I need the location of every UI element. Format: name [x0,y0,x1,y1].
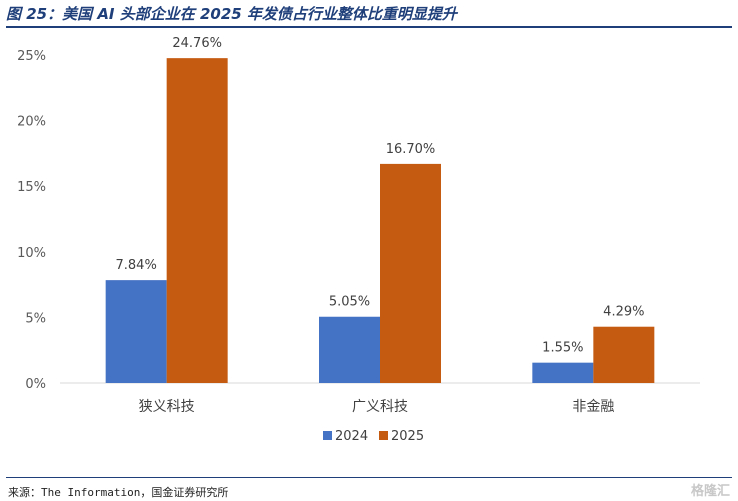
bar-2024-2 [532,362,594,383]
source-bar: 来源：The Information，国金证券研究所 [6,477,732,499]
legend-label: 2024 [335,429,368,444]
legend-swatch-2024 [323,431,332,440]
data-label: 1.55% [542,341,583,356]
legend-label: 2025 [391,429,424,444]
data-label: 5.05% [329,295,370,310]
y-tick-label: 5% [25,311,46,326]
bar-2024-1 [319,316,380,383]
bar-2024-0 [105,280,167,383]
figure-title: 图 25：美国 AI 头部企业在 2025 年发债占行业整体比重明显提升 [6,5,457,23]
y-tick-label: 0% [25,377,46,392]
data-label: 4.29% [603,305,644,320]
legend-swatch-2025 [379,431,388,440]
data-label: 16.70% [386,142,436,157]
x-tick-label: 狭义科技 [139,399,195,415]
y-tick-label: 20% [17,115,46,130]
bar-2025-2 [593,326,655,383]
y-tick-label: 15% [17,180,46,195]
data-label: 7.84% [116,258,157,273]
bar-2025-1 [380,163,441,383]
y-tick-label: 25% [17,49,46,64]
source-note: 来源：The Information，国金证券研究所 [8,486,229,499]
y-tick-label: 10% [17,246,46,261]
x-tick-label: 非金融 [572,399,614,415]
figure-title-bar: 图 25：美国 AI 头部企业在 2025 年发债占行业整体比重明显提升 [6,0,732,28]
bar-2025-0 [166,58,228,383]
x-tick-label: 广义科技 [352,399,408,415]
data-label: 24.76% [172,36,222,51]
bar-chart: 0% 5% 10% 15% 20% 25% 7.84% 24.76% 狭义科技 5.05% 16.7… [17,36,700,444]
watermark-logo: 格隆汇 [690,484,730,499]
